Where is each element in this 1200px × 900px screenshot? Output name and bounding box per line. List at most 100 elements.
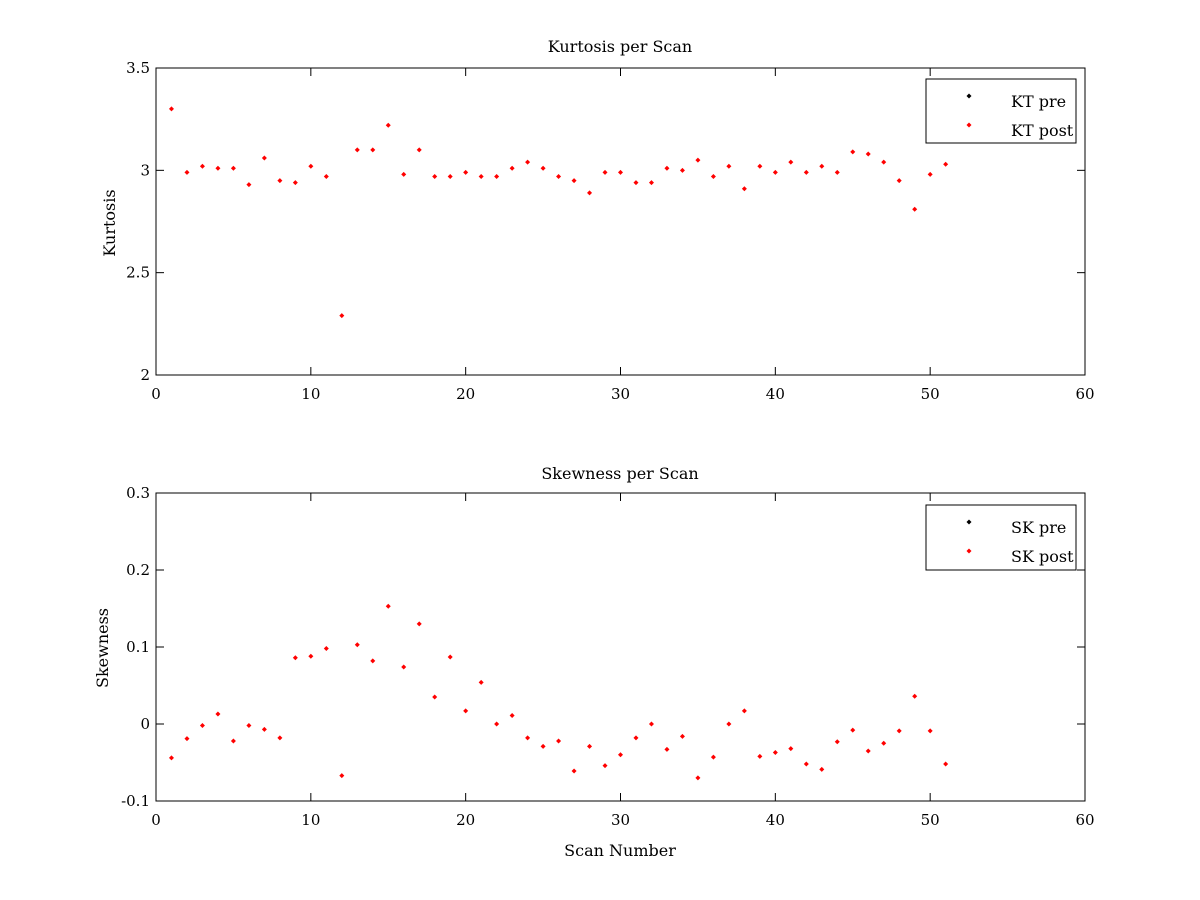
skewness-legend: SK pre SK post bbox=[925, 504, 1077, 571]
skewness-y-tick-label: 0.3 bbox=[126, 484, 150, 502]
skewness-data-point bbox=[339, 773, 345, 779]
kurtosis-data-point bbox=[850, 149, 856, 155]
kurtosis-data-point bbox=[292, 180, 298, 186]
kurtosis-x-tick-label: 50 bbox=[921, 385, 940, 403]
skewness-data-point bbox=[463, 708, 469, 714]
kurtosis-data-point bbox=[199, 163, 205, 169]
kurtosis-data-points bbox=[168, 106, 949, 319]
skewness-data-point bbox=[881, 740, 887, 746]
skewness-data-point bbox=[757, 753, 763, 759]
skewness-data-point bbox=[664, 746, 670, 752]
kurtosis-data-point bbox=[571, 178, 577, 184]
kurtosis-data-point bbox=[757, 163, 763, 169]
kurtosis-y-tick-label: 2 bbox=[140, 366, 150, 384]
kurtosis-legend-box bbox=[925, 78, 1077, 144]
kurtosis-data-point bbox=[788, 159, 794, 165]
kurtosis-data-point bbox=[633, 180, 639, 186]
kurtosis-ticks: 0 10 20 30 40 50 60 2 2.5 3 3.5 bbox=[126, 59, 1094, 403]
skewness-data-point bbox=[896, 728, 902, 734]
kurtosis-data-point bbox=[277, 178, 283, 184]
skewness-data-point bbox=[540, 743, 546, 749]
skewness-data-point bbox=[726, 721, 732, 727]
kurtosis-legend-label-post: KT post bbox=[1011, 121, 1074, 140]
kurtosis-x-tick-label: 10 bbox=[301, 385, 320, 403]
skewness-data-point bbox=[943, 761, 949, 767]
kurtosis-data-point bbox=[912, 206, 918, 212]
skewness-data-point bbox=[772, 749, 778, 755]
kurtosis-data-point bbox=[478, 173, 484, 179]
skewness-x-tick-label: 0 bbox=[151, 811, 161, 829]
skewness-data-point bbox=[710, 754, 716, 760]
skewness-data-point bbox=[509, 713, 515, 719]
kurtosis-data-point bbox=[587, 190, 593, 196]
kurtosis-y-tick-label: 3.5 bbox=[126, 59, 150, 77]
skewness-data-points bbox=[168, 603, 949, 781]
kurtosis-data-point bbox=[463, 169, 469, 175]
kurtosis-data-point bbox=[401, 171, 407, 177]
skewness-legend-marker-pre bbox=[966, 519, 972, 525]
kurtosis-data-point bbox=[664, 165, 670, 171]
kurtosis-data-point bbox=[881, 159, 887, 165]
kurtosis-data-point bbox=[679, 167, 685, 173]
skewness-x-tick-label: 20 bbox=[456, 811, 475, 829]
kurtosis-data-point bbox=[509, 165, 515, 171]
skewness-data-point bbox=[292, 655, 298, 661]
kurtosis-legend-marker-post bbox=[966, 122, 972, 128]
kurtosis-data-point bbox=[896, 178, 902, 184]
skewness-data-point bbox=[788, 746, 794, 752]
skewness-data-point bbox=[633, 735, 639, 741]
kurtosis-legend-marker-pre bbox=[966, 93, 972, 99]
skewness-plot-frame bbox=[155, 492, 1086, 802]
skewness-data-point bbox=[695, 775, 701, 781]
skewness-data-point bbox=[215, 711, 221, 717]
skewness-data-point bbox=[571, 768, 577, 774]
skewness-data-point bbox=[246, 723, 252, 729]
kurtosis-data-point bbox=[556, 173, 562, 179]
skewness-data-point bbox=[385, 603, 391, 609]
skewness-data-point bbox=[927, 728, 933, 734]
skewness-data-point bbox=[323, 646, 329, 652]
kurtosis-x-tick-label: 30 bbox=[611, 385, 630, 403]
kurtosis-x-tick-label: 20 bbox=[456, 385, 475, 403]
skewness-data-point bbox=[261, 726, 267, 732]
kurtosis-data-point bbox=[695, 157, 701, 163]
kurtosis-data-point bbox=[710, 173, 716, 179]
kurtosis-data-point bbox=[184, 169, 190, 175]
skewness-data-point bbox=[478, 679, 484, 685]
kurtosis-data-point bbox=[432, 173, 438, 179]
skewness-data-point bbox=[587, 743, 593, 749]
skewness-x-axis-label: Scan Number bbox=[564, 841, 676, 860]
kurtosis-x-tick-label: 0 bbox=[151, 385, 161, 403]
skewness-data-point bbox=[370, 658, 376, 664]
kurtosis-data-point bbox=[726, 163, 732, 169]
kurtosis-data-point bbox=[354, 147, 360, 153]
kurtosis-panel: Kurtosis per Scan Kurtosis 0 10 20 30 40 50 60… bbox=[100, 37, 1095, 403]
kurtosis-data-point bbox=[246, 182, 252, 188]
skewness-data-point bbox=[618, 752, 623, 758]
kurtosis-data-point bbox=[741, 186, 747, 192]
skewness-data-point bbox=[556, 738, 562, 744]
skewness-data-point bbox=[354, 642, 360, 648]
skewness-legend-label-pre: SK pre bbox=[1011, 518, 1066, 537]
skewness-data-point bbox=[602, 763, 608, 769]
kurtosis-data-point bbox=[323, 173, 329, 179]
kurtosis-data-point bbox=[416, 147, 422, 153]
kurtosis-data-point bbox=[215, 165, 221, 171]
skewness-data-point bbox=[494, 721, 500, 727]
kurtosis-data-point bbox=[370, 147, 376, 153]
skewness-ticks: 0 10 20 30 40 50 60-0.100.10.20.3 bbox=[121, 484, 1094, 829]
kurtosis-data-point bbox=[494, 173, 500, 179]
kurtosis-legend-label-pre: KT pre bbox=[1011, 92, 1066, 111]
skewness-data-point bbox=[865, 748, 871, 754]
kurtosis-data-point bbox=[772, 169, 778, 175]
kurtosis-x-tick-label: 40 bbox=[766, 385, 785, 403]
skewness-legend-box bbox=[925, 504, 1077, 571]
skewness-title: Skewness per Scan bbox=[541, 464, 698, 483]
kurtosis-data-point bbox=[819, 163, 825, 169]
kurtosis-data-point bbox=[230, 165, 236, 171]
skewness-legend-marker-post bbox=[966, 548, 972, 554]
kurtosis-data-point bbox=[308, 163, 314, 169]
skewness-y-tick-label: 0.1 bbox=[126, 638, 150, 656]
skewness-legend-label-post: SK post bbox=[1011, 547, 1074, 566]
